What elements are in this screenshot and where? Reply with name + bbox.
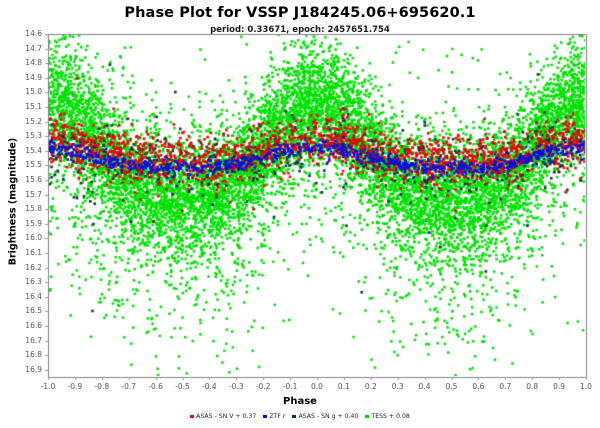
x-tick-label: -0.8: [94, 382, 110, 391]
x-tick-label: -0.2: [255, 382, 271, 391]
x-tick-label: -1.0: [40, 382, 56, 391]
x-tick-label: 0.9: [553, 382, 566, 391]
y-tick-label: 16.1: [25, 247, 42, 257]
y-tick-label: 15.8: [25, 204, 42, 214]
y-tick-label: 14.9: [25, 72, 42, 82]
legend-label: TESS + 0.08: [371, 413, 410, 420]
legend-label: ZTF r: [269, 413, 286, 420]
x-tick-label: -0.4: [202, 382, 217, 391]
x-tick-label: 0.8: [526, 382, 539, 391]
y-tick-label: 15.4: [25, 145, 42, 155]
y-tick-label: 15.9: [25, 218, 42, 228]
y-tick-label: 15.5: [25, 160, 42, 170]
y-tick-label: 15.7: [25, 189, 42, 199]
y-tick-label: 16.3: [25, 277, 42, 287]
x-tick-label: 0.0: [311, 382, 323, 391]
x-tick-label: 1.0: [580, 382, 592, 391]
y-tick-label: 16.6: [25, 320, 42, 330]
x-tick-label: 0.7: [499, 382, 512, 391]
y-tick-label: 16.2: [25, 262, 42, 272]
x-tick-label: -0.3: [228, 382, 244, 391]
x-tick-label: -0.9: [67, 382, 83, 391]
legend-marker-icon: [190, 414, 194, 419]
y-tick-label: 16.5: [25, 306, 42, 316]
x-tick-label: 0.1: [337, 382, 350, 391]
legend-entry: TESS + 0.08: [365, 413, 410, 420]
y-tick-label: 15.0: [25, 87, 42, 97]
legend-entry: ASAS - SN V + 0.37: [190, 413, 256, 420]
x-tick-label: 0.2: [364, 382, 377, 391]
y-tick-label: 15.6: [25, 174, 42, 184]
legend-label: ASAS - SN V + 0.37: [196, 413, 257, 420]
y-tick-label: 14.7: [25, 43, 42, 53]
y-axis-label: Brightness (magnitude): [7, 137, 19, 266]
x-tick-label: -0.6: [148, 382, 163, 391]
x-tick-label: 0.3: [391, 382, 404, 391]
legend-label: ASAS - SN g + 0.40: [298, 413, 359, 420]
y-tick-label: 16.9: [25, 364, 42, 374]
y-tick-label: 16.0: [25, 233, 42, 243]
x-tick-label: -0.5: [175, 382, 190, 391]
legend-marker-icon: [263, 414, 267, 419]
x-tick-label: 0.6: [472, 382, 485, 391]
y-tick-label: 15.3: [25, 131, 42, 141]
chart-legend: ASAS - SN V + 0.37 ZTF r ASAS - SN g + 0.4…: [0, 413, 600, 420]
legend-marker-icon: [292, 414, 296, 419]
y-tick-label: 16.8: [25, 350, 42, 360]
y-tick-label: 14.8: [25, 58, 42, 68]
legend-marker-icon: [365, 414, 369, 419]
x-tick-label: -0.1: [282, 382, 298, 391]
x-axis-label: Phase: [283, 396, 317, 407]
x-tick-label: -0.7: [121, 382, 136, 391]
legend-entry: ASAS - SN g + 0.40: [292, 413, 358, 420]
y-tick-label: 14.6: [25, 29, 42, 38]
y-tick-label: 16.4: [25, 291, 42, 301]
y-tick-label: 16.7: [25, 335, 42, 345]
x-tick-label: 0.5: [445, 382, 458, 391]
y-tick-label: 15.2: [25, 116, 42, 126]
y-tick-label: 15.1: [25, 101, 42, 111]
legend-entry: ZTF r: [263, 413, 285, 420]
x-tick-label: 0.4: [418, 382, 431, 391]
